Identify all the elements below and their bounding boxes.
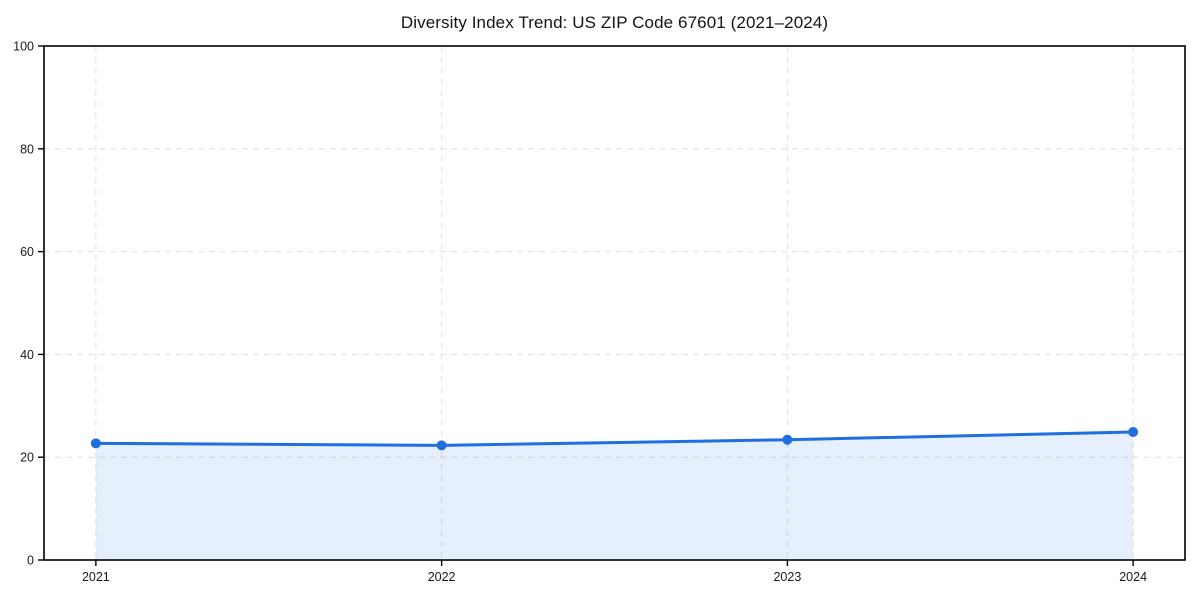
plot-border: [43, 45, 1186, 561]
y-tick-label: 40: [20, 348, 34, 362]
x-tick-label: 2022: [428, 570, 456, 584]
y-tick-label: 80: [20, 142, 34, 156]
data-point-marker: [436, 440, 447, 451]
tick-layer: [38, 45, 1134, 566]
y-tick-label: 60: [20, 245, 34, 259]
area-fill: [95, 432, 1134, 560]
x-tick-label: 2023: [773, 570, 801, 584]
line-layer: [94, 430, 1135, 447]
marker-layer: [90, 427, 1139, 451]
grid-layer: [44, 46, 1185, 560]
data-point-marker: [782, 434, 793, 445]
data-line: [94, 430, 1135, 447]
y-tick-label: 20: [20, 451, 34, 465]
chart-title: Diversity Index Trend: US ZIP Code 67601…: [400, 13, 829, 32]
area-layer: [95, 432, 1134, 560]
x-tick-label: 2024: [1119, 570, 1147, 584]
label-layer: 0 20 40 60 80 100 2021 2022 2023 2024: [13, 40, 1147, 585]
data-point-marker: [1128, 427, 1139, 438]
y-tick-label: 100: [13, 40, 34, 54]
data-point-marker: [90, 438, 101, 449]
x-tick-label: 2021: [82, 570, 110, 584]
y-tick-label: 0: [27, 554, 34, 568]
